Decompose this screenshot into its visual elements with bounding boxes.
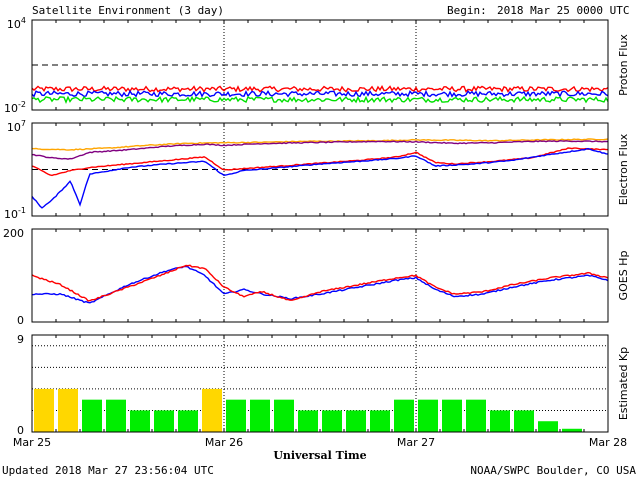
kp-bar (58, 388, 78, 432)
series-line-3 (31, 147, 608, 177)
y-tick-label: 10-1 (4, 206, 26, 221)
series-line-1 (31, 85, 609, 93)
series-line-2 (31, 89, 609, 98)
panel-frame (31, 228, 609, 323)
series-line-1 (31, 265, 609, 304)
panels: 104 10-2 Proton Flux 107 10-1 Electron Flux 20… (3, 16, 630, 437)
x-tick-label: Mar 25 (13, 436, 51, 449)
kp-bar (394, 399, 414, 432)
credit-text: NOAA/SWPC Boulder, CO USA (470, 464, 636, 477)
kp-bar (274, 399, 294, 432)
series-line-4 (31, 147, 609, 209)
kp-bar (178, 410, 198, 432)
y-axis-label: Electron Flux (617, 133, 630, 205)
y-tick-label: 9 (17, 333, 24, 346)
panel-1: 104 10-2 Proton Flux (4, 16, 630, 115)
kp-bar (538, 421, 558, 432)
y-tick-label: 200 (3, 227, 24, 240)
panel-3: 200 0 GOES Hp (3, 227, 630, 327)
y-tick-label: 0 (17, 424, 24, 437)
kp-bar (250, 399, 270, 432)
x-axis-ticks: Mar 25 Mar 26 Mar 27 Mar 28 (13, 436, 627, 449)
updated-text: Updated 2018 Mar 27 23:56:04 UTC (2, 464, 214, 477)
kp-bar (418, 399, 438, 432)
y-axis-label: Proton Flux (617, 34, 630, 96)
kp-bar (514, 410, 534, 432)
kp-bar (466, 399, 486, 432)
y-axis-label: GOES Hp (617, 251, 630, 301)
chart-title: Satellite Environment (3 day) (32, 4, 224, 17)
y-axis-label: Estimated Kp (617, 347, 630, 420)
y-tick-label: 10-2 (4, 100, 26, 115)
kp-bar (154, 410, 174, 432)
series-line-3 (31, 95, 609, 104)
kp-bar (322, 410, 342, 432)
x-axis-label: Universal Time (273, 449, 366, 462)
panel-2: 107 10-1 Electron Flux (4, 119, 630, 221)
kp-bar (202, 388, 222, 432)
kp-bar (370, 410, 390, 432)
kp-bar (226, 399, 246, 432)
x-tick-label: Mar 27 (397, 436, 435, 449)
panel-4: 9 0 Estimated Kp (17, 333, 630, 437)
series-line-2 (31, 139, 608, 160)
x-tick-label: Mar 26 (205, 436, 243, 449)
kp-bar (298, 410, 318, 432)
kp-bar (130, 410, 150, 432)
kp-bar (442, 399, 462, 432)
begin-label: Begin: (447, 4, 487, 17)
kp-bar (562, 428, 582, 432)
y-tick-label: 107 (7, 119, 26, 134)
series-line-1 (31, 138, 609, 151)
kp-bar (346, 410, 366, 432)
x-tick-label: Mar 28 (589, 436, 627, 449)
kp-bar (490, 410, 510, 432)
kp-bar (34, 388, 54, 432)
begin-value: 2018 Mar 25 0000 UTC (497, 4, 629, 17)
kp-bar (106, 399, 126, 432)
panel-frame (31, 19, 609, 111)
y-tick-label: 0 (17, 314, 24, 327)
series-line-2 (31, 264, 609, 302)
y-tick-label: 104 (7, 16, 26, 31)
kp-bar (82, 399, 102, 432)
